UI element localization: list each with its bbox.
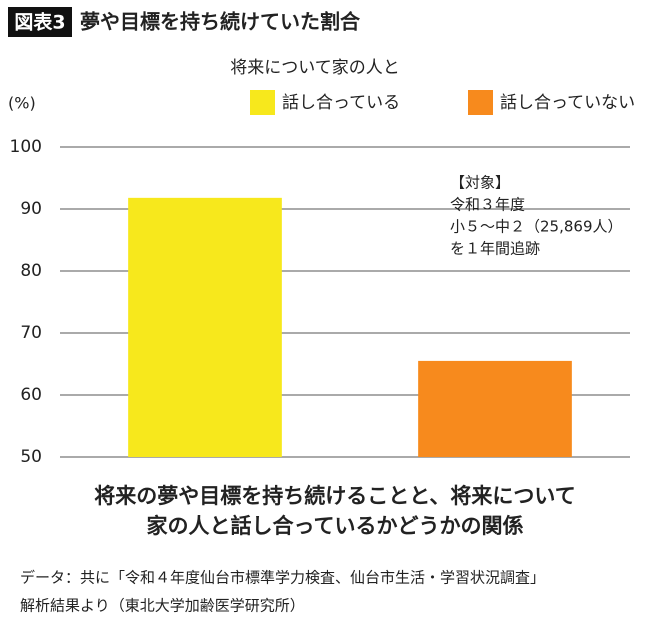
source: 解析結果より（東北大学加齢医学研究所） — [20, 597, 305, 615]
y-tick-label: 90 — [20, 199, 42, 219]
badge-background — [8, 7, 72, 37]
annotation: 小５～中２（25,869人） — [450, 218, 623, 236]
badge: 図表3 — [14, 11, 65, 34]
source: データ：共に「令和４年度仙台市標準学力検査、仙台市生活・学習状況調査」 — [20, 569, 545, 587]
y-tick-label: 60 — [20, 385, 42, 405]
annotation: を１年間追跡 — [450, 240, 540, 258]
legend-swatch — [250, 90, 275, 115]
annotation: 【対象】 — [450, 174, 510, 192]
y-tick-label: 70 — [20, 323, 42, 343]
chart-title: 夢や目標を持ち続けていた割合 — [80, 10, 361, 34]
bar — [418, 360, 572, 457]
caption: 家の人と話し合っているかどうかの関係 — [147, 514, 524, 538]
y-unit: (%) — [8, 94, 36, 113]
legend-label: 話し合っている — [282, 93, 400, 113]
legend-title: 将来について家の人と — [230, 58, 400, 78]
caption: 将来の夢や目標を持ち続けることと、将来について — [94, 484, 576, 508]
y-tick-label: 100 — [10, 137, 42, 157]
y-tick-label: 80 — [20, 261, 42, 281]
legend-label: 話し合っていない — [500, 93, 635, 113]
legend-swatch — [468, 90, 493, 115]
y-tick-label: 50 — [20, 447, 42, 467]
bar — [128, 197, 282, 457]
annotation: 令和３年度 — [450, 196, 525, 214]
